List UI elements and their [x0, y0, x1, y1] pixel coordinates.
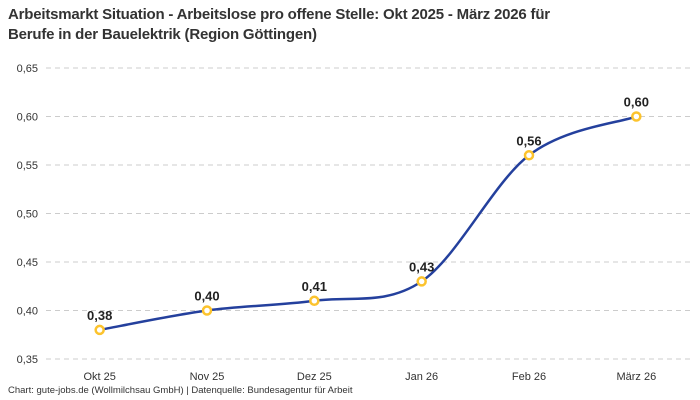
- data-point-marker: [94, 324, 105, 336]
- data-point-marker: [523, 150, 535, 161]
- y-axis-tick-label: 0,65: [17, 63, 38, 75]
- data-point-marker: [309, 295, 320, 307]
- data-point-label: 0,43: [409, 259, 434, 274]
- y-axis-tick-label: 0,50: [17, 209, 38, 221]
- y-axis-tick-label: 0,40: [17, 306, 38, 318]
- y-axis-tick-label: 0,35: [17, 354, 38, 366]
- x-axis-tick-label: Jan 26: [405, 371, 438, 383]
- data-point-label: 0,38: [87, 308, 112, 323]
- y-axis-tick-label: 0,45: [17, 257, 38, 269]
- data-point-label: 0,60: [624, 95, 649, 110]
- chart-credit: Chart: gute-jobs.de (Wollmilchsau GmbH) …: [8, 385, 353, 396]
- data-point-label: 0,41: [302, 279, 327, 294]
- data-point-markers: [94, 111, 642, 336]
- y-axis-tick-label: 0,55: [17, 160, 38, 172]
- chart-title: Arbeitsmarkt Situation - Arbeitslose pro…: [8, 6, 550, 43]
- x-axis-tick-label: Dez 25: [297, 371, 332, 383]
- x-axis-tick-label: Okt 25: [83, 371, 115, 383]
- series-line: [98, 115, 638, 332]
- data-point-marker: [631, 111, 642, 122]
- y-axis-tick-labels: 0,35 0,40 0,45 0,50 0,55 0,60 0,65: [17, 63, 38, 366]
- y-axis-tick-label: 0,60: [17, 112, 38, 124]
- x-axis-tick-label: März 26: [616, 371, 656, 383]
- gridlines: [46, 67, 690, 360]
- data-point-marker: [201, 305, 213, 316]
- data-point-labels: 0,38 0,40 0,41 0,43 0,56 0,60: [87, 95, 649, 323]
- data-point-label: 0,56: [516, 133, 541, 148]
- x-axis-tick-labels: Okt 25 Nov 25 Dez 25 Jan 26 Feb 26 März 26: [83, 371, 656, 383]
- x-axis-tick-label: Feb 26: [512, 371, 546, 383]
- x-axis-tick-label: Nov 25: [190, 371, 225, 383]
- data-point-marker: [416, 276, 427, 287]
- data-point-label: 0,40: [194, 289, 219, 304]
